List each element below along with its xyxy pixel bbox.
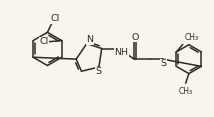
Text: S: S [95, 67, 101, 76]
Text: O: O [131, 33, 139, 42]
Text: Cl: Cl [39, 37, 49, 46]
Text: CH₃: CH₃ [178, 87, 192, 96]
Text: NH: NH [114, 48, 128, 57]
Text: Cl: Cl [51, 14, 60, 23]
Text: N: N [86, 35, 93, 44]
Text: S: S [160, 59, 166, 68]
Text: CH₃: CH₃ [184, 33, 199, 42]
